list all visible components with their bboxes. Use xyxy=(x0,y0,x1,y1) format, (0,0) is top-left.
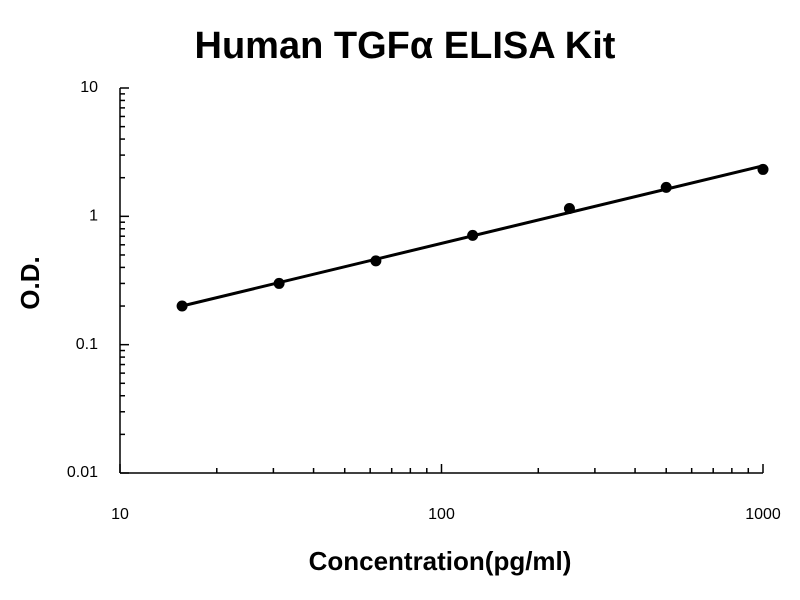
data-point xyxy=(273,277,285,289)
data-point xyxy=(563,203,575,215)
y-tick-label: 0.01 xyxy=(67,464,98,481)
data-point xyxy=(467,229,479,241)
y-axis-label: O.D. xyxy=(15,256,45,309)
y-tick-label: 1 xyxy=(89,208,98,225)
x-tick-label: 10 xyxy=(111,506,129,523)
y-tick-label: 0.1 xyxy=(76,336,98,353)
x-tick-label: 100 xyxy=(428,506,455,523)
chart-title: Human TGFα ELISA Kit xyxy=(195,25,616,67)
data-point xyxy=(660,181,672,193)
x-axis-label: Concentration(pg/ml) xyxy=(309,546,572,576)
data-point xyxy=(176,300,188,312)
data-point xyxy=(370,255,382,267)
y-tick-label: 10 xyxy=(80,79,98,96)
data-point xyxy=(757,163,769,175)
x-tick-label: 1000 xyxy=(745,506,781,523)
